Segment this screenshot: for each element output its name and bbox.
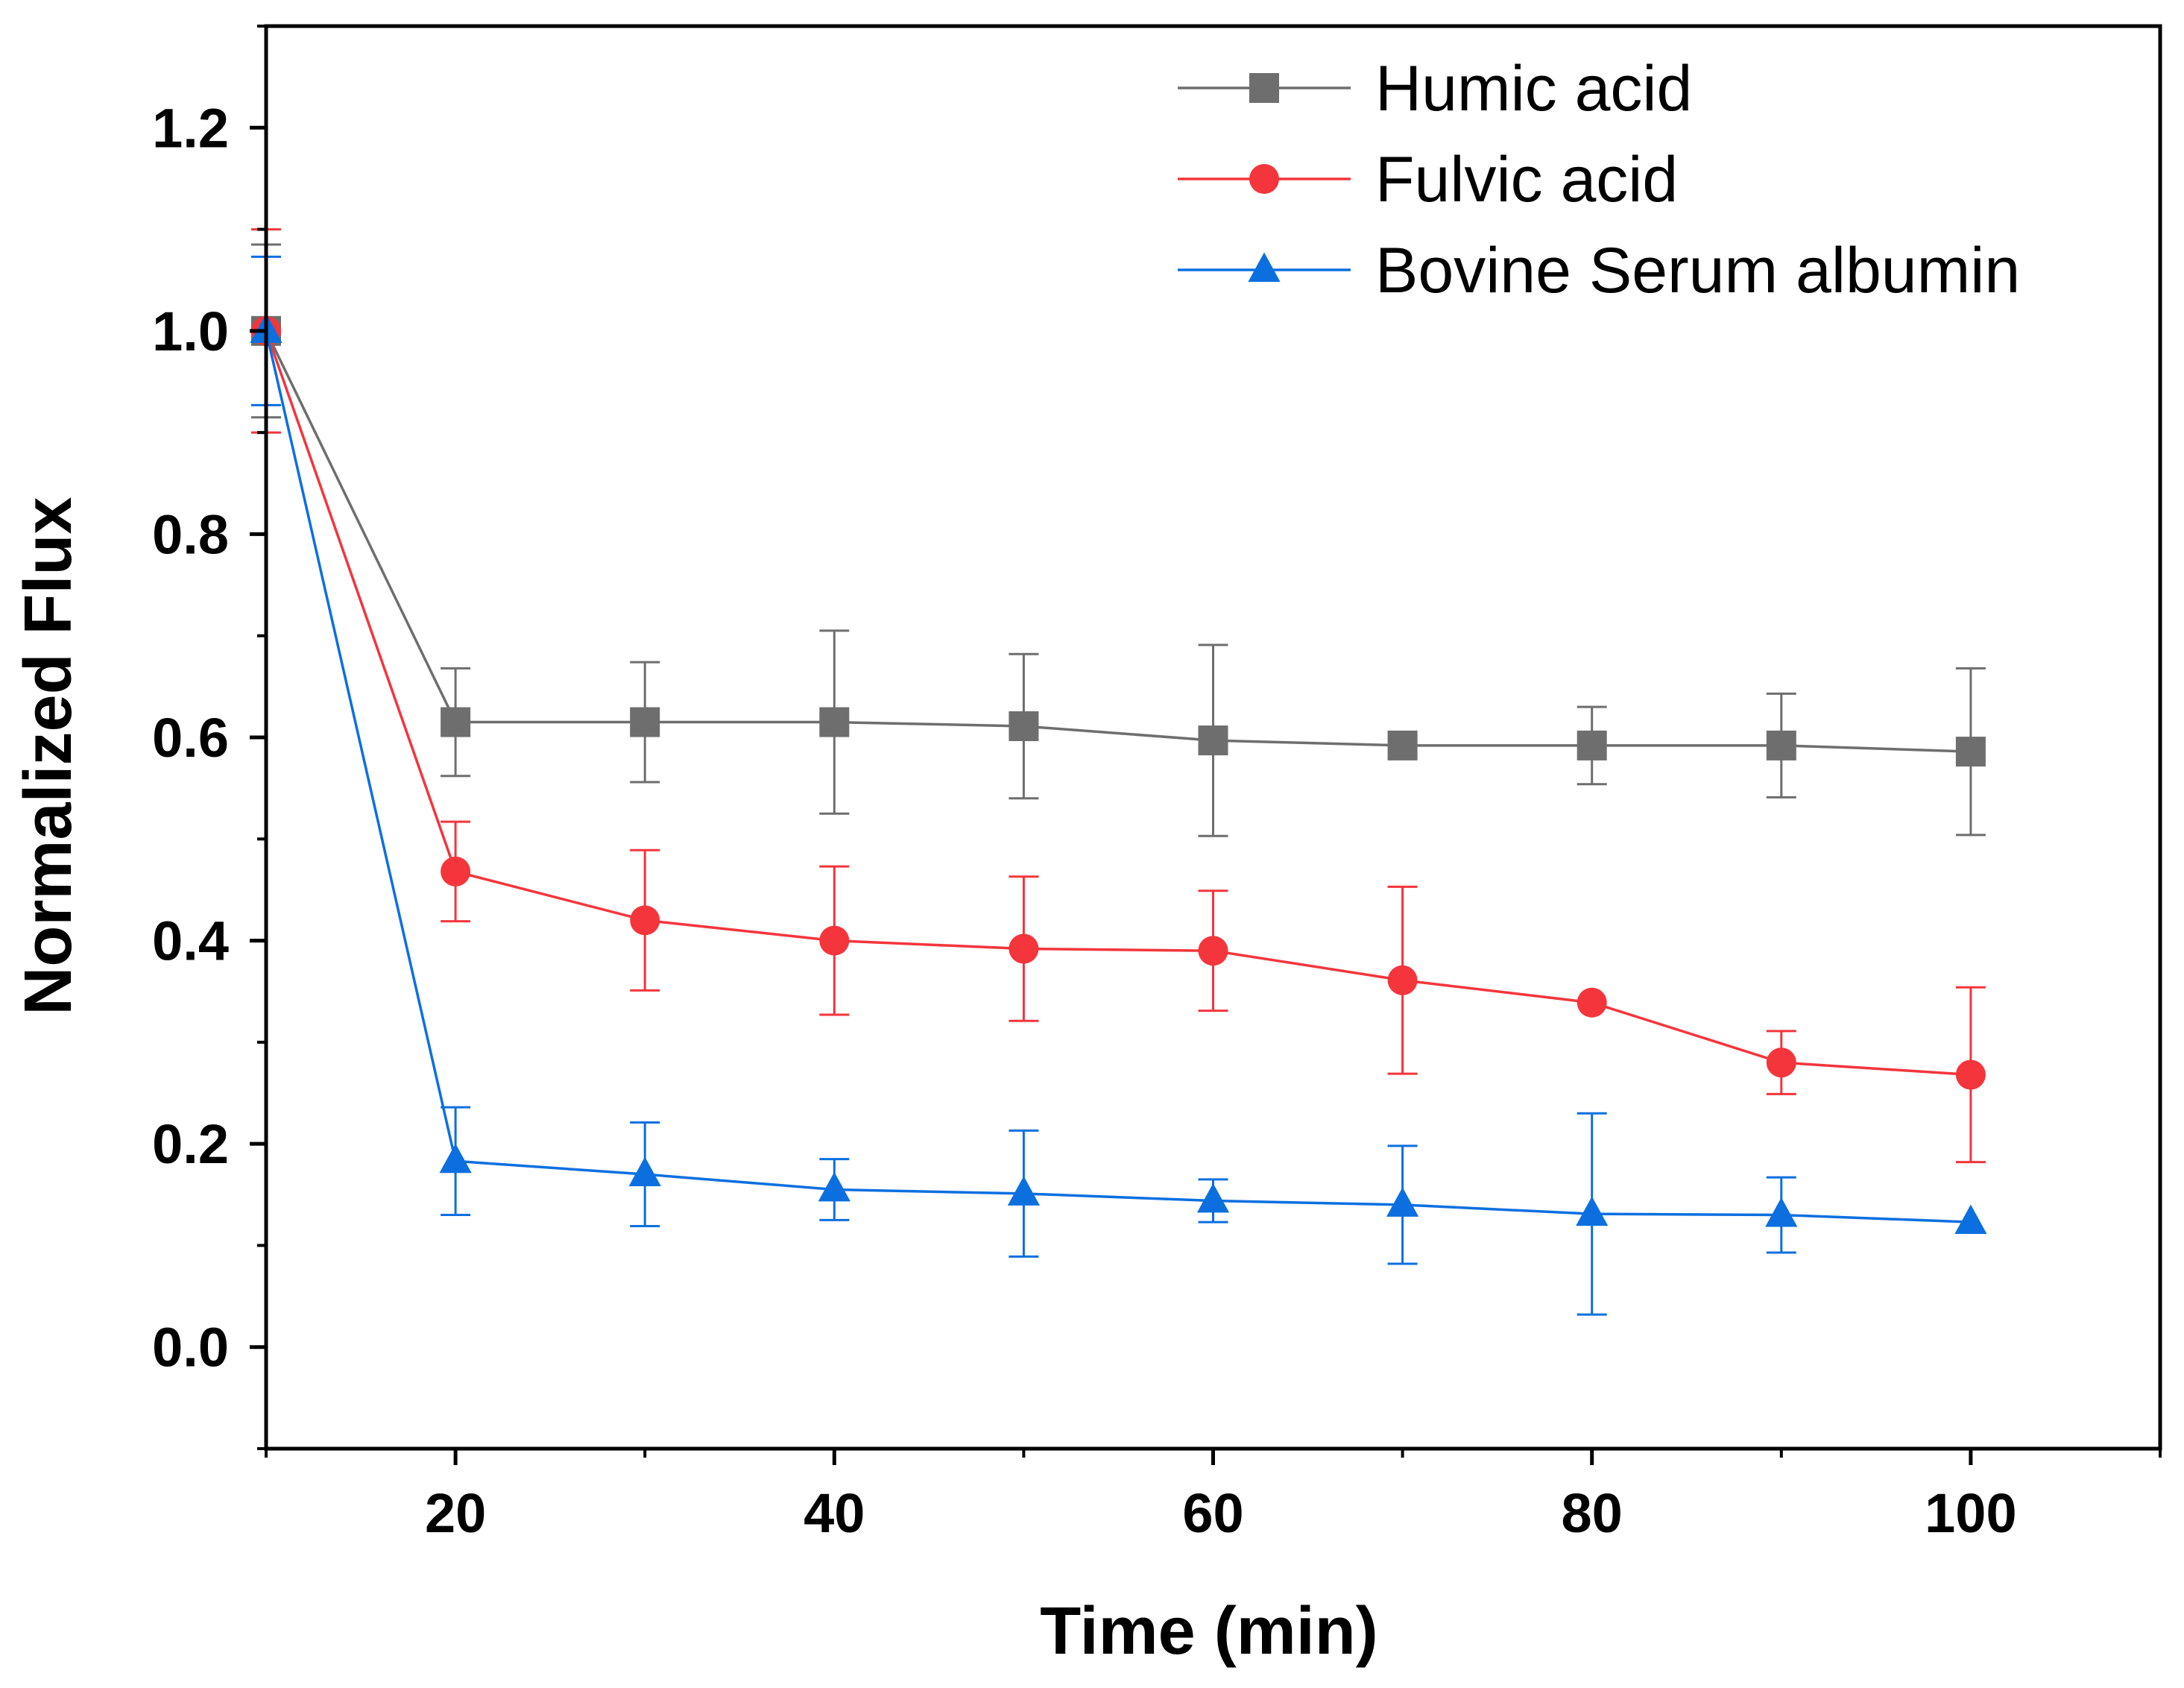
y-tick-label: 1.2 bbox=[152, 97, 229, 159]
x-tick-label: 100 bbox=[1925, 1482, 2016, 1544]
data-point bbox=[1009, 933, 1039, 964]
data-point bbox=[819, 925, 850, 956]
data-point bbox=[1955, 1059, 1986, 1090]
data-point bbox=[1387, 965, 1418, 995]
data-point bbox=[1196, 1182, 1230, 1213]
series-1 bbox=[251, 228, 1986, 1164]
x-tick-label: 80 bbox=[1562, 1482, 1623, 1544]
data-point bbox=[818, 1171, 850, 1202]
data-point bbox=[628, 1156, 661, 1186]
data-point bbox=[1387, 730, 1418, 760]
series-2 bbox=[250, 255, 1987, 1316]
legend: Humic acid Fulvic acid Bovine Serum albumi… bbox=[1178, 53, 2020, 306]
data-point bbox=[441, 856, 471, 886]
data-point bbox=[1009, 711, 1039, 742]
axes: 0.0 0.2 0.4 0.6 0.8 1.0 1.2 20 40 60 80 100 bbox=[152, 24, 2162, 1544]
data-point bbox=[819, 707, 850, 737]
data-point bbox=[1577, 987, 1607, 1018]
plot-area bbox=[250, 228, 1987, 1316]
legend-label: Fulvic acid bbox=[1375, 144, 1678, 215]
series-line bbox=[265, 330, 1972, 1077]
legend-marker bbox=[1249, 73, 1279, 103]
y-tick-label: 0.0 bbox=[152, 1317, 229, 1379]
legend-marker bbox=[1249, 164, 1279, 194]
x-axis-title: Time (min) bbox=[1040, 1594, 1377, 1669]
y-tick-label: 0.6 bbox=[152, 707, 229, 769]
legend-entry-1: Fulvic acid bbox=[1178, 144, 1678, 215]
data-point bbox=[1766, 1048, 1796, 1078]
data-point bbox=[1007, 1176, 1040, 1206]
legend-label: Humic acid bbox=[1375, 53, 1692, 125]
legend-marker bbox=[1248, 252, 1281, 282]
data-point bbox=[439, 1143, 472, 1174]
series-line bbox=[265, 330, 1971, 753]
x-tick-label: 20 bbox=[425, 1482, 486, 1544]
data-point bbox=[441, 707, 471, 737]
x-tick-label: 60 bbox=[1182, 1482, 1243, 1544]
y-tick-label: 0.4 bbox=[152, 910, 229, 972]
data-point bbox=[1955, 737, 1986, 767]
data-point bbox=[630, 905, 660, 936]
data-point bbox=[1765, 1197, 1798, 1227]
y-tick-label: 0.2 bbox=[152, 1113, 229, 1175]
legend-entry-2: Bovine Serum albumin bbox=[1178, 235, 2020, 306]
series-line bbox=[265, 330, 1971, 1224]
data-point bbox=[1766, 730, 1796, 760]
y-axis-title: Normalized Flux bbox=[11, 497, 86, 1015]
series-0 bbox=[251, 243, 1986, 837]
legend-label: Bovine Serum albumin bbox=[1375, 235, 2020, 306]
legend-entry-0: Humic acid bbox=[1178, 53, 1692, 125]
data-point bbox=[1577, 730, 1607, 760]
data-point bbox=[630, 707, 660, 737]
data-point bbox=[1198, 936, 1228, 966]
data-point bbox=[1576, 1196, 1609, 1226]
y-tick-label: 1.0 bbox=[152, 300, 229, 362]
x-tick-label: 40 bbox=[804, 1482, 865, 1544]
y-tick-label: 0.8 bbox=[152, 503, 229, 565]
data-point bbox=[1198, 725, 1228, 756]
data-point bbox=[1954, 1204, 1987, 1235]
data-point bbox=[1386, 1187, 1419, 1217]
